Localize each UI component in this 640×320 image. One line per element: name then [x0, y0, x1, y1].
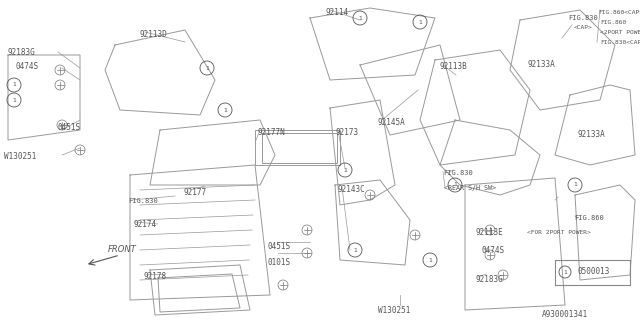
Text: 0451S: 0451S [268, 242, 291, 251]
Text: 1: 1 [343, 167, 347, 172]
Text: 92133A: 92133A [577, 130, 605, 139]
Bar [555, 260, 630, 285]
Text: 92113E: 92113E [476, 228, 504, 237]
Text: FIG.830: FIG.830 [443, 170, 473, 176]
Text: 92145A: 92145A [378, 118, 406, 127]
Text: 92174: 92174 [133, 220, 156, 229]
Text: 1: 1 [223, 108, 227, 113]
Text: 1: 1 [205, 66, 209, 70]
Text: W130251: W130251 [4, 152, 36, 161]
Text: 1: 1 [353, 247, 357, 252]
Text: 92113D: 92113D [140, 30, 168, 39]
Text: 0474S: 0474S [15, 62, 38, 71]
Text: 1: 1 [428, 258, 432, 262]
Text: 1: 1 [418, 20, 422, 25]
Text: A930001341: A930001341 [542, 310, 588, 319]
Text: <FOR 2PORT POWER>: <FOR 2PORT POWER> [527, 230, 591, 235]
Text: 92177N: 92177N [258, 128, 285, 137]
Text: 92178: 92178 [143, 272, 166, 281]
Text: 92133A: 92133A [527, 60, 555, 69]
Text: FIG.860: FIG.860 [574, 215, 604, 221]
Text: <CAP>: <CAP> [574, 25, 593, 30]
Text: 92143C: 92143C [338, 185, 365, 194]
Text: 0500013: 0500013 [578, 268, 611, 276]
Text: 1: 1 [453, 182, 457, 188]
Text: <REAR S/H SW>: <REAR S/H SW> [444, 185, 496, 191]
Text: FIG.830: FIG.830 [568, 15, 598, 21]
Text: 0474S: 0474S [481, 246, 504, 255]
Text: 92177: 92177 [183, 188, 206, 197]
Text: 92114: 92114 [325, 8, 348, 17]
Text: FIG.830<CAP>: FIG.830<CAP> [600, 40, 640, 45]
Text: FIG.830: FIG.830 [128, 198, 157, 204]
Text: FIG.860<CAP>: FIG.860<CAP> [598, 10, 640, 15]
Text: <2PORT POWER>: <2PORT POWER> [600, 30, 640, 35]
Text: FIG.860: FIG.860 [600, 20, 627, 25]
Text: 1: 1 [563, 269, 567, 275]
Text: 0451S: 0451S [58, 123, 81, 132]
Text: 92113B: 92113B [440, 62, 468, 71]
Text: 92183G: 92183G [476, 275, 504, 284]
Bar [262, 133, 337, 163]
Bar [255, 130, 340, 165]
Text: 92173: 92173 [336, 128, 359, 137]
Text: 1: 1 [12, 83, 16, 87]
Bar [555, 260, 630, 285]
Text: 1: 1 [573, 182, 577, 188]
Text: 92183G: 92183G [8, 48, 36, 57]
Text: W130251: W130251 [378, 306, 410, 315]
Text: 1: 1 [358, 15, 362, 20]
Text: 0101S: 0101S [268, 258, 291, 267]
Text: 1: 1 [12, 98, 16, 102]
Text: FRONT: FRONT [108, 245, 137, 254]
